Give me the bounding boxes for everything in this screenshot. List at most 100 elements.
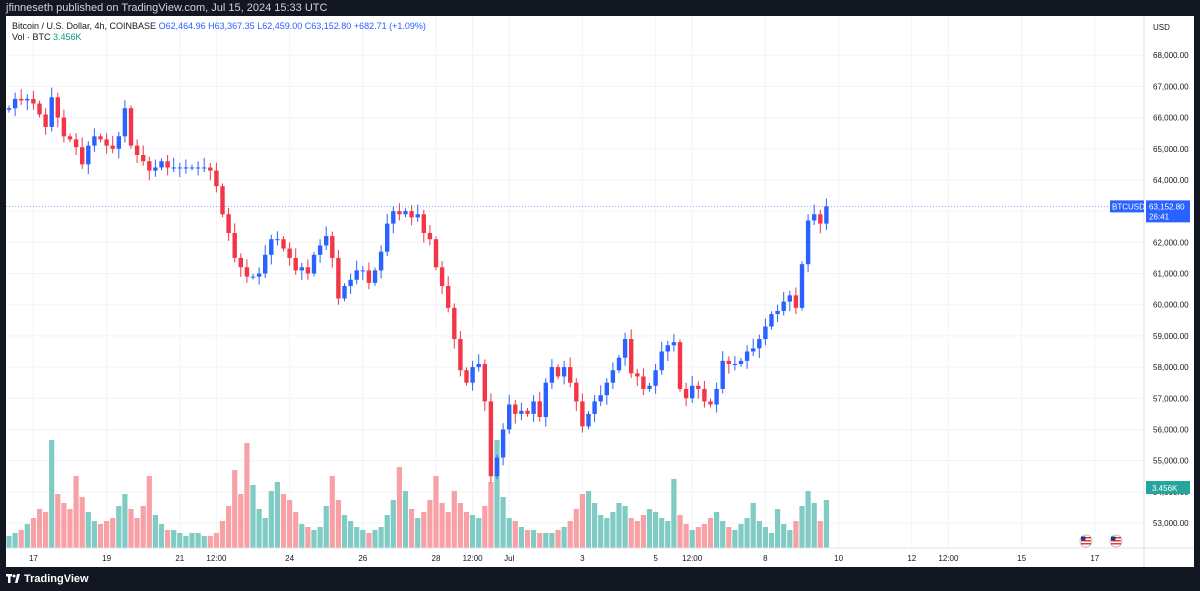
volume-bar (805, 491, 811, 548)
chart-pane[interactable]: USD 53,000.0054,000.0055,000.0056,000.00… (6, 16, 1194, 567)
volume-bar (354, 527, 360, 548)
candle-up (183, 167, 189, 169)
candle-down (452, 307, 457, 340)
volume-bar (372, 530, 378, 548)
volume-bar (116, 506, 122, 548)
volume-bar (604, 518, 610, 548)
grid (6, 16, 1144, 548)
legend-open: O62,464.96 (158, 21, 206, 31)
candle-down (568, 367, 573, 383)
candle-up (311, 254, 317, 274)
price-tick-label: 59,000.00 (1153, 332, 1189, 341)
price-tick-label: 64,000.00 (1153, 176, 1189, 185)
candle-down (165, 161, 170, 168)
candle-up (122, 108, 128, 137)
candle-up (561, 367, 567, 377)
volume-bar (329, 476, 335, 548)
volume-bar (671, 479, 677, 548)
event-markers[interactable] (1079, 534, 1123, 548)
volume-bar (152, 515, 158, 548)
volume-bar (213, 533, 219, 548)
candle-down (305, 267, 311, 274)
volume-bar (409, 509, 415, 548)
volume-bar (348, 521, 354, 548)
time-tick-label: 17 (29, 554, 38, 563)
candle-up (622, 339, 628, 358)
candle-up (189, 167, 195, 169)
time-tick-label: 12:00 (682, 554, 703, 563)
candle-up (360, 270, 365, 272)
time-tick-label: 21 (175, 554, 184, 563)
volume-bar (470, 515, 476, 548)
candle-up (171, 167, 176, 169)
candle-up (275, 239, 280, 241)
volume-tag-value: 3.456K (1152, 484, 1178, 493)
price-axis[interactable]: USD 53,000.0054,000.0055,000.0056,000.00… (1153, 23, 1189, 528)
volume-bar (439, 503, 445, 548)
volume-bar (573, 509, 579, 548)
candle-down (67, 136, 73, 140)
candlestick-chart[interactable]: USD 53,000.0054,000.0055,000.0056,000.00… (6, 16, 1194, 567)
candle-down (696, 385, 701, 389)
candle-up (744, 351, 750, 361)
volume-bar (585, 491, 592, 548)
volume-bar (24, 524, 30, 548)
candle-up (665, 345, 670, 352)
legend-vol-label: Vol · BTC (12, 32, 51, 42)
volume-bar (262, 518, 268, 548)
volume-bar (537, 533, 543, 548)
time-tick-label: 19 (102, 554, 111, 563)
volume-bar (561, 527, 567, 548)
candle-up (787, 295, 792, 302)
candle-down (147, 161, 152, 171)
volume-bar (793, 521, 799, 548)
volume-bar (463, 512, 470, 548)
candle-up (177, 167, 182, 169)
candle-up (647, 385, 652, 389)
volume-bar (43, 512, 49, 548)
candle-down (409, 211, 414, 218)
volume-bar (244, 443, 250, 548)
time-axis[interactable]: 17 19 21 12:00 24 26 28 12:00 Jul 3 5 12:00 8 10 12 12:… (29, 554, 1100, 563)
volume-bar (616, 503, 622, 548)
volume-bar (6, 536, 12, 548)
volume-bar (378, 527, 384, 548)
candle-down (330, 236, 335, 258)
volume-bar (787, 530, 793, 548)
volume-bar (104, 521, 110, 548)
volume-bar (823, 500, 829, 548)
legend-low: L62,459.00 (257, 21, 303, 31)
volume-bar (238, 494, 244, 548)
candle-up (263, 254, 268, 274)
candle-up (92, 136, 97, 146)
candle-up (403, 211, 408, 215)
volume-bar (482, 506, 488, 548)
price-tick-label: 67,000.00 (1153, 82, 1189, 91)
candle-down (128, 108, 134, 146)
us-flag-icon[interactable] (1079, 534, 1093, 548)
candle-up (476, 363, 481, 368)
volume-bar (341, 515, 348, 548)
volume-bar (518, 527, 524, 548)
candle-up (763, 326, 768, 340)
volume-bar (36, 509, 43, 548)
candle-down (244, 267, 250, 277)
footer-bar: TradingView (0, 567, 1200, 591)
candle-down (110, 145, 115, 149)
us-flag-icon[interactable] (1109, 534, 1123, 548)
tradingview-brand[interactable]: TradingView (6, 573, 89, 585)
volume-bar (445, 512, 451, 548)
volume-bar (549, 533, 555, 548)
volume-bar (299, 524, 305, 548)
candle-down (397, 211, 402, 215)
candle-up (153, 167, 158, 171)
candle-down (61, 117, 67, 137)
volume-bar (171, 530, 177, 548)
volume-bar (396, 467, 402, 548)
candle-up (299, 267, 304, 271)
candle-down (98, 136, 103, 140)
volume-bar (305, 527, 311, 548)
time-tick-label: 10 (834, 554, 843, 563)
candle-down (446, 286, 451, 308)
volume-bar (207, 536, 213, 548)
